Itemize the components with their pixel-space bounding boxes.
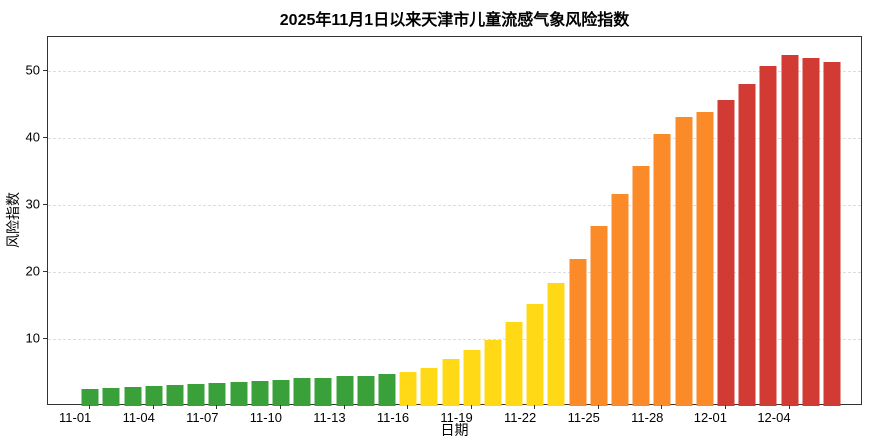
x-tick-label-11-16: 11-16 [376,410,410,425]
y-tick-mark-50 [43,69,47,71]
x-tick-label-11-25: 11-25 [567,410,600,425]
bar-11-15 [378,374,396,406]
bar-11-02 [102,387,120,406]
bar-12-01 [717,100,735,406]
y-tick-label-20: 20 [25,263,40,279]
bar-12-05 [802,57,820,406]
bar-11-22 [526,304,544,406]
bar-11-24 [569,259,587,406]
y-tick-mark-30 [43,203,47,205]
bar-11-19 [463,349,481,406]
bar-11-04 [145,385,163,406]
x-tick-mark-11-10 [280,405,281,409]
y-tick-label-10: 10 [25,330,40,346]
x-axis-label: 日期 [440,422,469,438]
y-tick-mark-40 [43,136,47,138]
x-tick-mark-11-28 [661,405,663,409]
x-tick-mark-11-22 [534,405,536,409]
bar-12-03 [759,65,777,406]
x-tick-mark-12-04 [788,405,790,409]
y-tick-label-30: 30 [25,196,40,212]
bar-11-06 [187,383,205,406]
bar-11-27 [632,165,650,406]
gridline-y-30 [48,204,861,206]
gridline-y-20 [48,271,861,273]
x-tick-label-11-19: 11-19 [440,410,473,425]
x-tick-mark-11-07 [216,405,218,409]
x-tick-label-11-07: 11-07 [186,410,219,425]
x-tick-label-11-28: 11-28 [631,410,664,425]
bar-12-04 [781,55,799,406]
bar-11-11 [293,378,311,406]
bar-11-20 [484,339,502,406]
bar-12-02 [738,83,756,406]
x-tick-mark-11-04 [152,405,154,409]
bar-11-16 [399,372,417,406]
x-tick-label-11-10: 11-10 [249,410,282,425]
y-tick-label-40: 40 [25,129,40,145]
x-tick-label-11-22: 11-22 [503,410,537,425]
x-tick-mark-11-25 [597,405,599,409]
x-tick-mark-11-13 [343,405,345,409]
x-tick-label-11-13: 11-13 [313,410,346,425]
bar-11-18 [442,359,460,406]
bar-11-12 [314,377,332,406]
x-tick-label-12-04: 12-04 [757,410,791,425]
bar-11-30 [696,112,714,406]
bar-11-01 [81,388,99,406]
bar-11-08 [230,381,248,406]
gridline-y-40 [48,137,861,139]
x-tick-mark-11-01 [89,405,91,409]
x-tick-mark-12-01 [725,405,726,409]
x-tick-mark-11-19 [470,405,472,409]
bar-11-03 [124,387,142,406]
bar-11-29 [675,116,693,406]
bar-11-28 [653,133,671,406]
bar-11-13 [336,376,354,406]
bar-11-07 [208,383,226,406]
y-tick-mark-10 [43,337,47,339]
bar-11-23 [547,283,565,406]
y-tick-label-50: 50 [25,62,40,78]
x-tick-mark-11-16 [407,405,409,409]
plot-area [47,36,862,406]
gridline-y-10 [48,338,861,340]
gridline-y-50 [48,70,861,72]
chart-title: 2025年11月1日以来天津市儿童流感气象风险指数 [279,12,630,29]
bar-12-06 [823,61,841,406]
bar-11-09 [251,380,269,406]
bar-11-10 [272,379,290,406]
x-tick-label-12-01: 12-01 [693,410,727,425]
bar-11-17 [420,367,438,406]
bar-11-14 [357,375,375,406]
bar-11-25 [590,226,608,406]
bar-11-21 [505,322,523,406]
y-tick-mark-20 [43,270,47,272]
bar-11-05 [166,385,184,406]
x-tick-label-11-01: 11-01 [59,410,92,425]
x-tick-label-11-04: 11-04 [122,410,155,425]
bar-11-26 [611,193,629,406]
